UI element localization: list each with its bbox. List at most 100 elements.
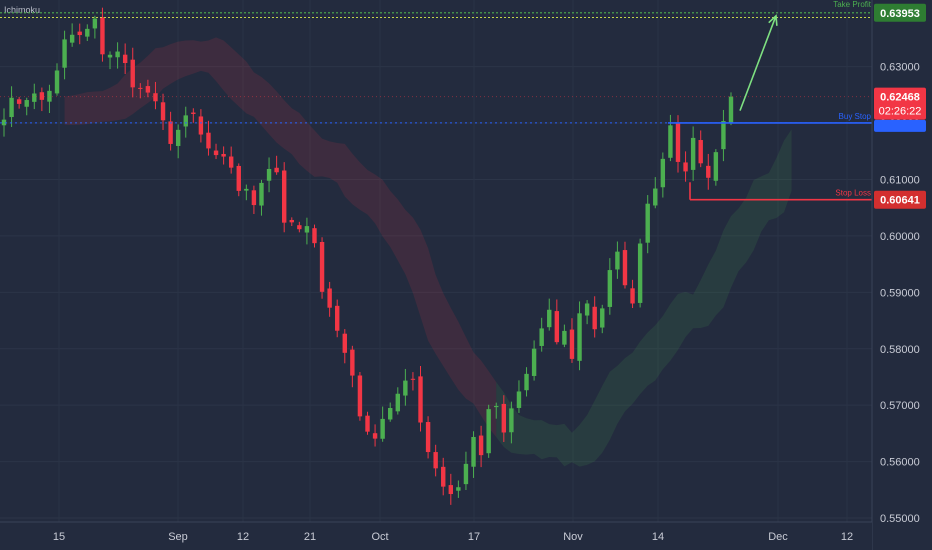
time-tick-label: 12	[237, 531, 249, 543]
cloud-bearish	[64, 37, 497, 438]
candle-body	[554, 311, 560, 343]
time-tick-label: 14	[652, 531, 664, 543]
buy-stop-label: Buy Stop	[839, 112, 872, 121]
candle-body	[607, 270, 613, 307]
arrow-shaft	[739, 15, 777, 111]
candle-body	[16, 99, 22, 104]
candle-body	[486, 409, 491, 454]
candle-body	[304, 226, 310, 233]
candle-body	[706, 165, 711, 178]
level-lines: Take Profit Buy Stop Stop Loss	[0, 0, 872, 201]
time-tick-label: 17	[468, 531, 480, 543]
candle-body	[221, 153, 226, 157]
candle-body	[1, 119, 7, 126]
candle-body	[236, 165, 241, 191]
candle-body	[592, 306, 597, 330]
take-profit-label: Take Profit	[833, 0, 872, 9]
time-tick-label: 21	[304, 531, 316, 543]
arrow-head	[768, 14, 778, 26]
candle-body	[357, 375, 363, 417]
candle-body	[312, 228, 317, 244]
candle-body	[645, 203, 650, 243]
candle-body	[39, 92, 45, 100]
candle-body	[448, 485, 454, 495]
candle-body	[350, 349, 355, 376]
time-tick-label: Nov	[563, 531, 583, 543]
candle-body	[713, 152, 719, 181]
candle-body	[524, 373, 529, 391]
candle-body	[630, 288, 635, 304]
price-tick-label: 0.56000	[880, 457, 920, 469]
candle-body	[206, 132, 211, 149]
candle-body	[145, 86, 151, 93]
indicator-label: Ichimoku	[4, 5, 41, 15]
candle-body	[637, 243, 643, 303]
price-tick-label: 0.55000	[880, 513, 920, 525]
price-tick-label: 0.57000	[880, 400, 920, 412]
candle-body	[85, 28, 90, 37]
current-price-badge-text: 02:26:22	[879, 106, 922, 118]
candle-body	[600, 308, 605, 328]
candle-body	[463, 463, 469, 485]
time-tick-label: Oct	[371, 531, 388, 543]
candle-body	[494, 405, 499, 408]
candles	[1, 7, 734, 505]
take-profit-badge-text: 0.63953	[880, 8, 920, 20]
candle-body	[516, 391, 522, 408]
candle-body	[418, 376, 423, 423]
candle-body	[228, 156, 234, 168]
candle-body	[690, 137, 696, 170]
candle-body	[92, 18, 98, 29]
candle-body	[24, 100, 29, 107]
candle-body	[266, 169, 272, 181]
candle-body	[395, 393, 400, 412]
candle-body	[160, 102, 166, 121]
candle-body	[122, 54, 128, 64]
candle-body	[47, 90, 52, 102]
candle-body	[577, 313, 582, 361]
candle-body	[425, 422, 431, 453]
candle-body	[130, 59, 135, 88]
candle-body	[289, 219, 294, 223]
price-tick-label: 0.63000	[880, 62, 920, 74]
candle-body	[54, 70, 60, 94]
candle-body	[319, 241, 325, 292]
candle-body	[191, 112, 196, 114]
candle-body	[281, 170, 287, 223]
current-price-badge-text: 0.62468	[880, 92, 920, 104]
candle-body	[668, 125, 673, 158]
time-tick-label: 12	[841, 531, 853, 543]
candle-body	[138, 87, 143, 89]
take-profit-badge	[874, 3, 926, 22]
candle-body	[100, 17, 105, 55]
candle-body	[562, 330, 567, 345]
candle-body	[698, 140, 703, 164]
time-axis[interactable]: 15 Sep 12 21 Oct 17 Nov 14 Dec 12	[53, 531, 853, 543]
candle-body	[183, 115, 188, 127]
candle-body	[380, 418, 385, 439]
price-tick-label: 0.58000	[880, 344, 920, 356]
price-badges: 0.63953 0.62468 02:26:22 0.60641	[874, 3, 926, 209]
candle-body	[198, 116, 204, 135]
stop-loss-label: Stop Loss	[835, 189, 871, 198]
price-tick-label: 0.59000	[880, 287, 920, 299]
candle-body	[433, 452, 438, 469]
candle-body	[721, 121, 726, 150]
candle-body	[335, 305, 340, 331]
candle-body	[509, 408, 514, 433]
grid	[0, 0, 872, 522]
candle-body	[675, 122, 681, 162]
buy-stop-badge	[874, 119, 926, 132]
candle-body	[342, 333, 347, 353]
candle-body	[456, 487, 461, 491]
candle-body	[471, 436, 476, 467]
time-tick-label: 15	[53, 531, 65, 543]
candle-body	[441, 466, 446, 487]
candle-body	[653, 188, 658, 206]
candle-body	[501, 403, 507, 433]
candle-body	[683, 162, 688, 172]
candle-body	[388, 407, 393, 420]
candle-body	[547, 309, 552, 328]
cloud-bullish	[496, 129, 792, 467]
